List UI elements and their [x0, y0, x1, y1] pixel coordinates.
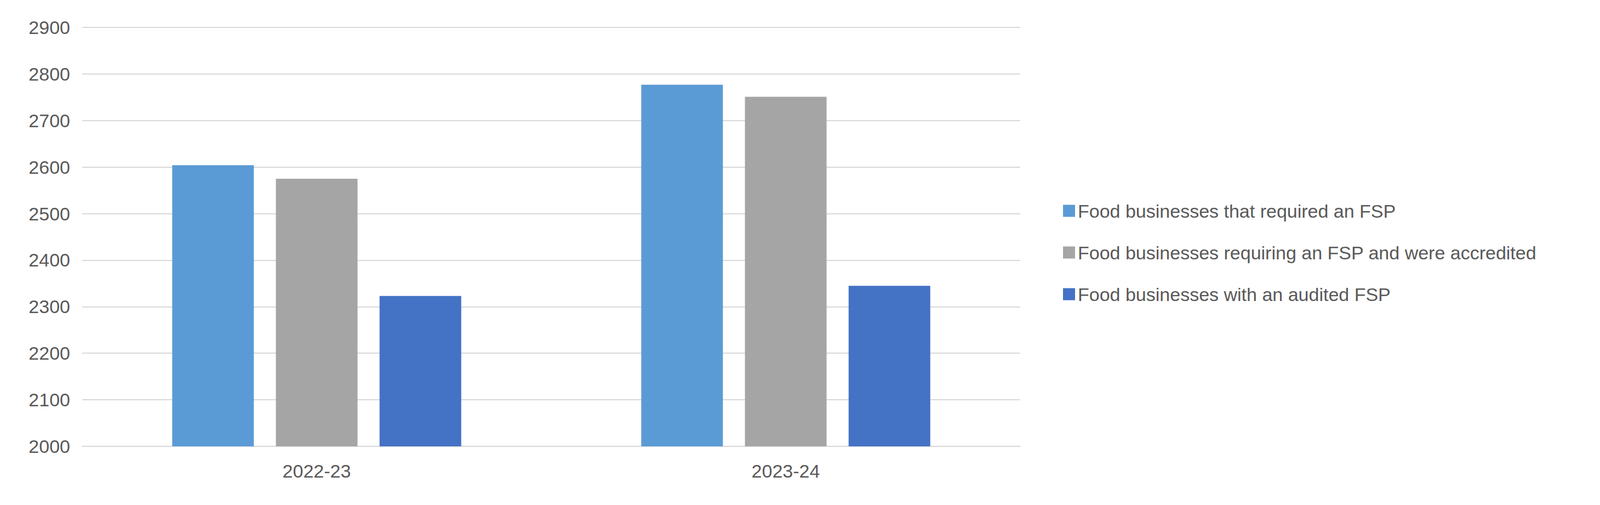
svg-text:2600: 2600 — [28, 156, 71, 178]
svg-text:2500: 2500 — [28, 203, 71, 225]
svg-text:Food businesses requiring an F: Food businesses requiring an FSP and wer… — [1077, 242, 1537, 264]
svg-text:2700: 2700 — [28, 110, 71, 131]
svg-text:2400: 2400 — [28, 249, 71, 271]
svg-text:2100: 2100 — [28, 389, 71, 410]
svg-text:2300: 2300 — [28, 295, 71, 317]
svg-text:Food businesses with an audite: Food businesses with an audited FSP — [1077, 283, 1391, 305]
svg-text:2022-23: 2022-23 — [282, 460, 352, 482]
svg-text:2900: 2900 — [28, 16, 71, 38]
svg-text:Food businesses that required: Food businesses that required an FSP — [1077, 200, 1396, 222]
svg-text:2000: 2000 — [28, 435, 71, 457]
svg-text:2200: 2200 — [28, 342, 71, 364]
svg-text:2800: 2800 — [28, 63, 71, 85]
svg-text:2023-24: 2023-24 — [751, 460, 821, 482]
